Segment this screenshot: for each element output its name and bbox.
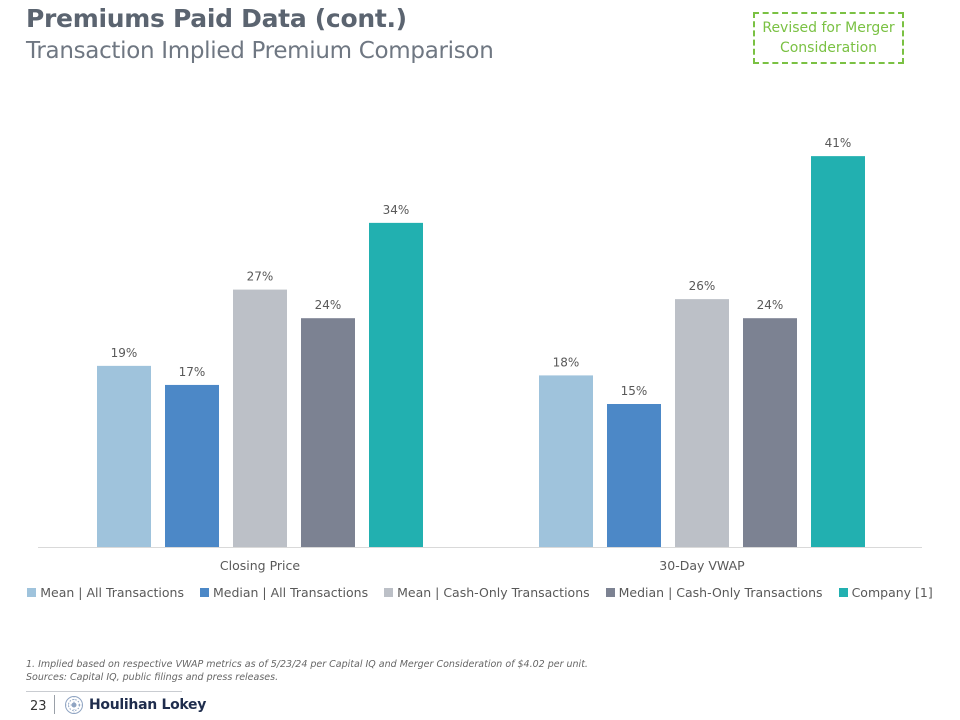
legend-label: Median | Cash-Only Transactions <box>618 585 823 600</box>
data-label: 17% <box>179 365 206 379</box>
data-label: 27% <box>247 270 274 284</box>
data-label: 24% <box>757 298 784 312</box>
legend-swatch <box>838 588 848 597</box>
footnote-1: 1. Implied based on respective VWAP metr… <box>26 659 588 670</box>
legend-label: Mean | Cash-Only Transactions <box>397 585 590 600</box>
footnotes: 1. Implied based on respective VWAP metr… <box>26 658 588 684</box>
data-label: 34% <box>383 203 410 217</box>
bar <box>675 299 729 547</box>
logo-text: Houlihan Lokey <box>89 697 207 713</box>
company-logo: Houlihan Lokey <box>64 695 206 715</box>
legend-swatch <box>384 588 394 597</box>
page-title: Premiums Paid Data (cont.) <box>26 4 407 33</box>
data-label: 26% <box>689 279 716 293</box>
page-number: 23 <box>30 699 47 714</box>
bar <box>301 318 355 547</box>
footer-separator <box>54 695 55 714</box>
data-label: 15% <box>621 384 648 398</box>
x-tick-label: 30-Day VWAP <box>659 558 745 573</box>
x-tick-label: Closing Price <box>220 558 300 573</box>
bar <box>369 222 423 547</box>
revised-note-box: Revised for Merger Consideration <box>753 12 904 64</box>
chart-legend: Mean | All Transactions Median | All Tran… <box>0 585 960 600</box>
bar <box>233 289 287 547</box>
bar <box>97 365 151 547</box>
data-label: 19% <box>111 346 138 360</box>
legend-swatch <box>199 588 209 597</box>
legend-label: Company [1] <box>851 585 933 600</box>
legend-item: Median | Cash-Only Transactions <box>605 585 823 600</box>
data-label: 18% <box>553 355 580 369</box>
bar <box>539 375 593 547</box>
bar <box>165 384 219 547</box>
legend-swatch <box>27 588 37 597</box>
legend-item: Company [1] <box>838 585 933 600</box>
data-label: 24% <box>315 298 342 312</box>
legend-item: Mean | All Transactions <box>27 585 184 600</box>
bar <box>607 404 661 547</box>
legend-item: Median | All Transactions <box>199 585 369 600</box>
data-label: 41% <box>825 136 852 150</box>
legend-item: Mean | Cash-Only Transactions <box>384 585 590 600</box>
sources-note: Sources: Capital IQ, public filings and … <box>26 672 279 683</box>
page-subtitle: Transaction Implied Premium Comparison <box>26 38 494 64</box>
footer-rule <box>26 691 182 692</box>
legend-swatch <box>605 588 615 597</box>
legend-label: Median | All Transactions <box>212 585 369 600</box>
bar-chart: 19% 17% 27% 24% 34% Closing Price 18% 15% 26% 24%… <box>38 136 922 573</box>
legend-label: Mean | All Transactions <box>40 585 184 600</box>
bar <box>743 318 797 547</box>
globe-logo-icon <box>65 696 83 714</box>
bar <box>811 156 865 547</box>
